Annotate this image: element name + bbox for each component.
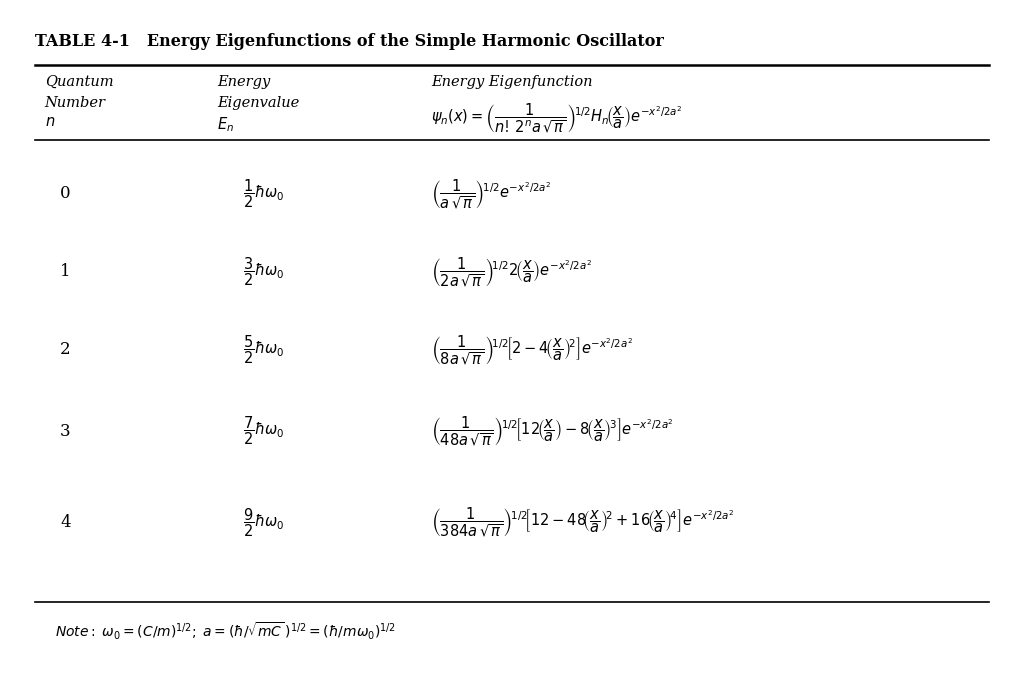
Text: 0: 0 [60,185,71,202]
Text: $\dfrac{5}{2}\hbar\omega_0$: $\dfrac{5}{2}\hbar\omega_0$ [243,333,284,366]
Text: Quantum: Quantum [45,75,114,89]
Text: $E_n$: $E_n$ [217,115,234,134]
Text: Number: Number [45,95,105,110]
Text: $\left(\dfrac{1}{8a\,\sqrt{\pi}}\right)^{\!1/2} \!\left[2 - 4\!\left(\dfrac{x}{a: $\left(\dfrac{1}{8a\,\sqrt{\pi}}\right)^… [431,333,633,366]
Text: Energy: Energy [217,75,270,89]
Text: $\dfrac{7}{2}\hbar\omega_0$: $\dfrac{7}{2}\hbar\omega_0$ [243,415,284,447]
Text: Energy Eigenfunction: Energy Eigenfunction [431,75,592,89]
Text: $\dfrac{3}{2}\hbar\omega_0$: $\dfrac{3}{2}\hbar\omega_0$ [243,256,284,288]
Text: Eigenvalue: Eigenvalue [217,95,300,110]
Text: 4: 4 [60,514,71,531]
Text: 3: 3 [60,423,71,440]
Text: 2: 2 [60,341,71,358]
Text: $\dfrac{1}{2}\hbar\omega_0$: $\dfrac{1}{2}\hbar\omega_0$ [243,178,284,210]
Text: $\psi_n(x) = \left(\dfrac{1}{n!\,2^n a\,\sqrt{\pi}}\right)^{\!1/2} H_n\!\left(\d: $\psi_n(x) = \left(\dfrac{1}{n!\,2^n a\,… [431,101,682,134]
Text: $\it{Note}\mathrm{:}\;\omega_0 = (C/m)^{1/2};\; a = (\hbar/\sqrt{mC}\,)^{1/2} = : $\it{Note}\mathrm{:}\;\omega_0 = (C/m)^{… [55,621,396,642]
Text: $\left(\dfrac{1}{48a\,\sqrt{\pi}}\right)^{\!1/2} \!\left[12\!\left(\dfrac{x}{a}\: $\left(\dfrac{1}{48a\,\sqrt{\pi}}\right)… [431,414,674,448]
Text: $n$: $n$ [45,115,55,129]
Text: TABLE 4-1   Energy Eigenfunctions of the Simple Harmonic Oscillator: TABLE 4-1 Energy Eigenfunctions of the S… [35,33,664,49]
Text: $\left(\dfrac{1}{2a\,\sqrt{\pi}}\right)^{\!1/2} 2\!\left(\dfrac{x}{a}\right) e^{: $\left(\dfrac{1}{2a\,\sqrt{\pi}}\right)^… [431,255,592,289]
Text: $\dfrac{9}{2}\hbar\omega_0$: $\dfrac{9}{2}\hbar\omega_0$ [243,506,284,539]
Text: 1: 1 [60,263,71,281]
Text: $\left(\dfrac{1}{384a\,\sqrt{\pi}}\right)^{\!1/2} \!\left[12 - 48\!\left(\dfrac{: $\left(\dfrac{1}{384a\,\sqrt{\pi}}\right… [431,506,734,539]
Text: $\left(\dfrac{1}{a\,\sqrt{\pi}}\right)^{\!1/2} e^{-x^2/2a^2}$: $\left(\dfrac{1}{a\,\sqrt{\pi}}\right)^{… [431,177,551,211]
